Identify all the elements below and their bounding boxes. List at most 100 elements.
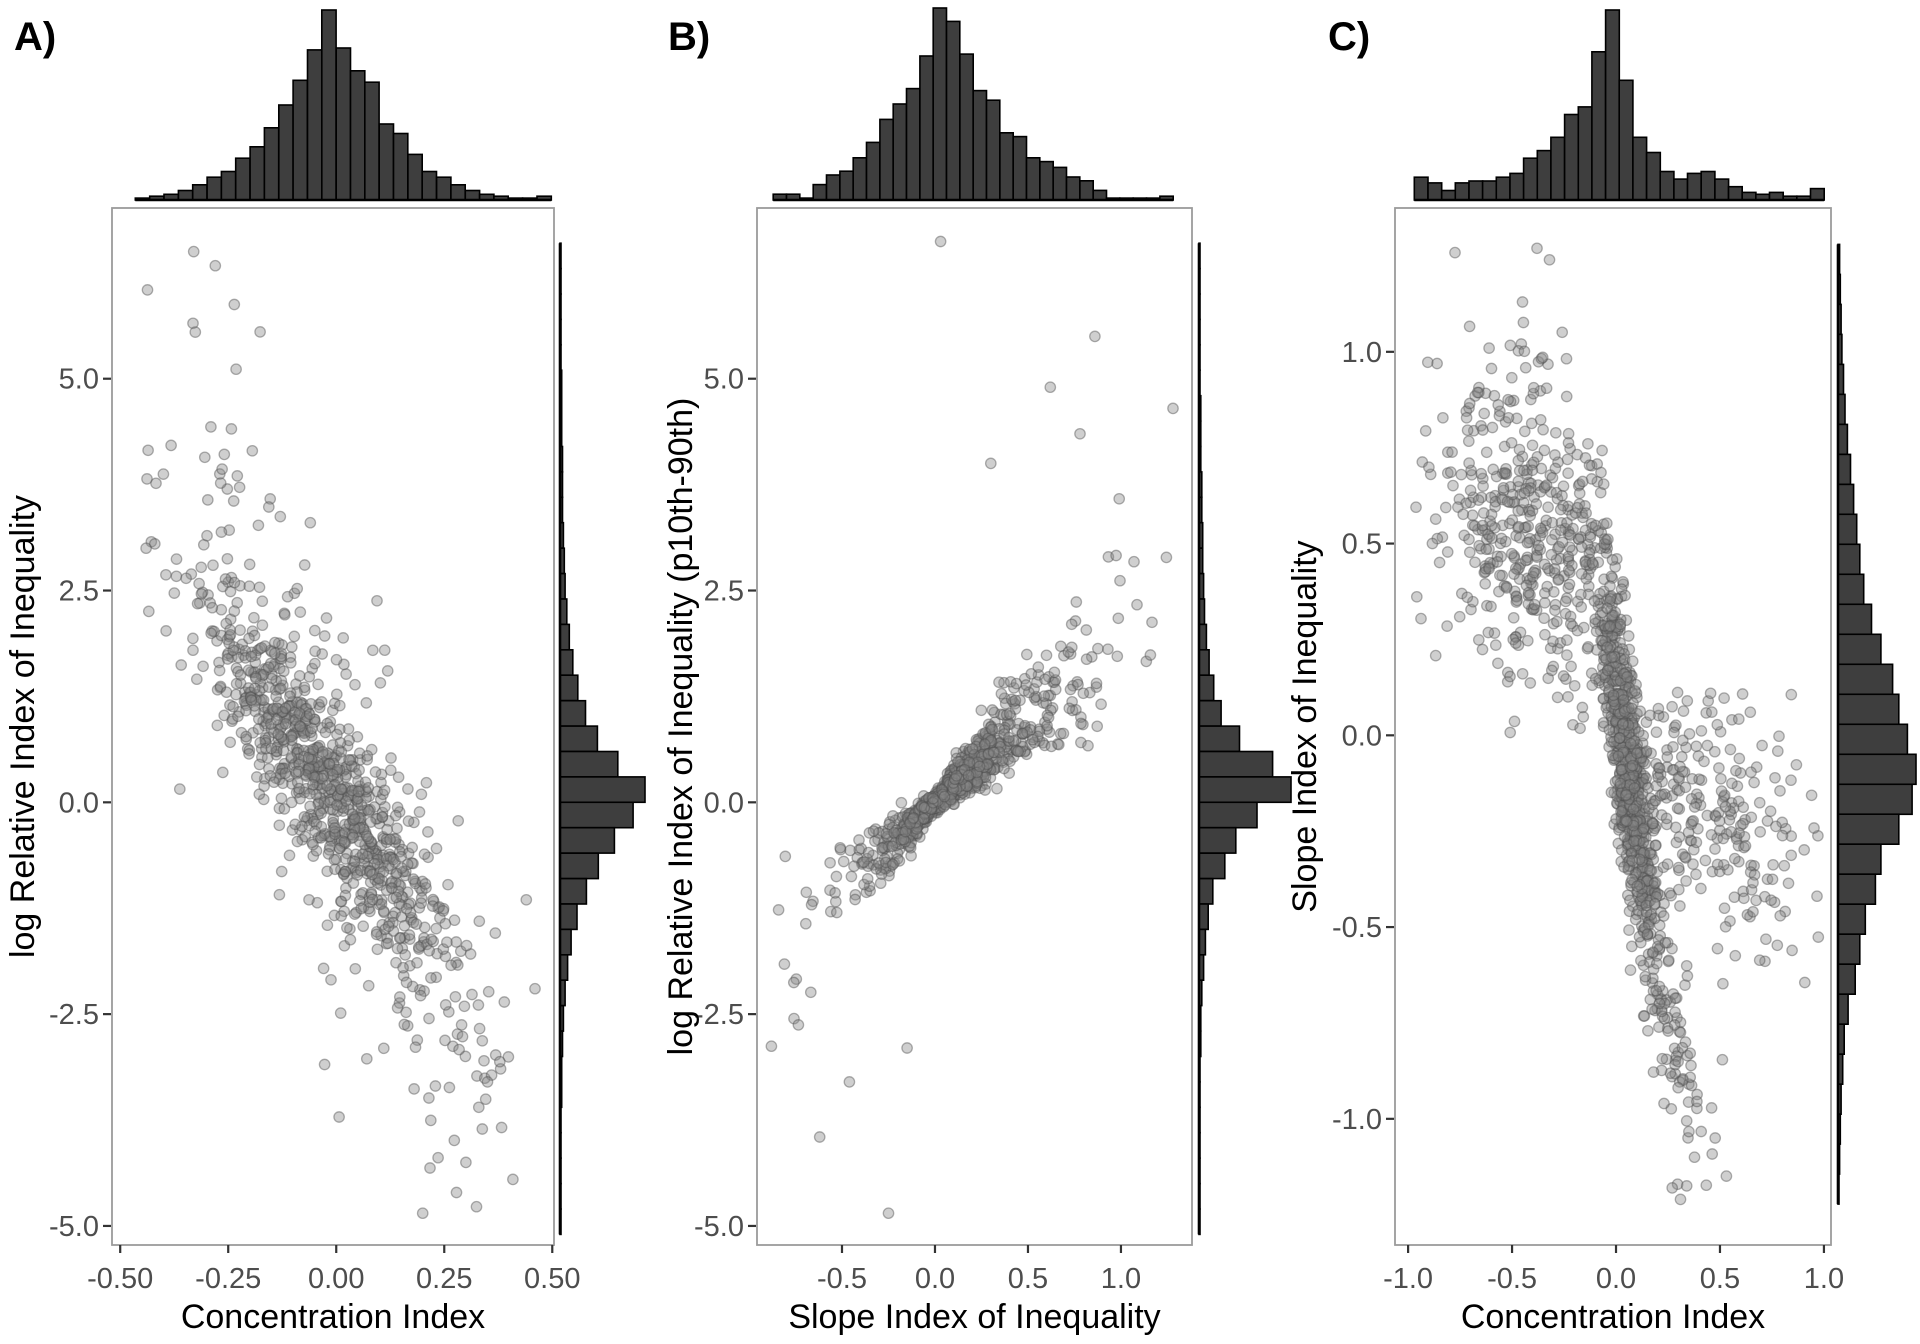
data-point: [1518, 487, 1531, 499]
data-point: [985, 750, 998, 762]
data-point: [1160, 551, 1173, 564]
data-point: [967, 762, 979, 775]
data-point: [312, 742, 324, 754]
data-point: [1575, 601, 1588, 613]
data-point: [970, 752, 983, 765]
data-point: [339, 763, 352, 775]
data-point: [1102, 643, 1114, 656]
data-point: [321, 717, 334, 730]
data-point: [361, 864, 374, 877]
data-point: [1617, 718, 1629, 730]
data-point: [1549, 604, 1561, 617]
data-point: [335, 745, 348, 758]
histogram-bar: [1837, 753, 1917, 786]
data-point: [918, 800, 931, 812]
data-point: [1043, 726, 1056, 738]
data-point: [268, 647, 281, 660]
data-point: [942, 781, 954, 794]
data-point: [292, 743, 305, 756]
data-point: [353, 747, 366, 760]
data-point: [252, 723, 265, 735]
data-point: [299, 723, 312, 736]
data-point: [353, 835, 366, 848]
data-point: [925, 799, 938, 812]
data-point: [306, 760, 318, 773]
data-point: [303, 753, 316, 765]
data-point: [1681, 695, 1694, 707]
data-point: [1650, 726, 1663, 739]
data-point: [317, 770, 330, 782]
data-point: [279, 702, 292, 715]
data-point: [365, 886, 378, 899]
data-point: [354, 864, 367, 877]
data-point: [951, 784, 964, 796]
data-point: [893, 855, 906, 867]
data-point: [1030, 694, 1042, 706]
data-point: [383, 916, 396, 929]
data-point: [918, 810, 930, 823]
data-point: [304, 748, 316, 760]
data-point: [301, 764, 314, 777]
histogram-bar: [1198, 674, 1215, 702]
data-point: [944, 786, 956, 798]
data-point: [911, 813, 924, 826]
data-point: [307, 783, 320, 796]
histogram-bar: [1198, 750, 1274, 778]
data-point: [1083, 686, 1096, 699]
data-point: [947, 764, 959, 777]
data-point: [298, 681, 311, 694]
data-point: [416, 885, 428, 897]
data-point: [396, 843, 409, 856]
data-point: [1528, 598, 1541, 611]
data-point: [249, 670, 262, 683]
data-point: [867, 849, 879, 862]
data-point: [284, 657, 297, 669]
data-point: [1695, 1125, 1708, 1138]
histogram-bar: [1427, 182, 1443, 201]
data-point: [888, 856, 901, 869]
data-point: [943, 782, 956, 795]
data-point: [937, 784, 950, 797]
data-point: [425, 933, 438, 946]
data-point: [302, 760, 315, 773]
data-point: [209, 259, 222, 272]
data-point: [916, 806, 929, 818]
data-point: [952, 770, 965, 783]
data-point: [193, 597, 206, 609]
data-point: [259, 737, 272, 749]
data-point: [296, 724, 309, 737]
panel-a-x-axis: -0.50 -0.25 0.00 0.25 0.50: [87, 1245, 580, 1295]
data-point: [960, 762, 972, 775]
data-point: [912, 797, 925, 810]
data-point: [363, 891, 376, 904]
data-point: [934, 792, 946, 805]
data-point: [355, 805, 368, 818]
data-point: [962, 746, 974, 759]
data-point: [953, 781, 966, 793]
data-point: [267, 705, 280, 718]
data-point: [351, 866, 363, 879]
data-point: [299, 703, 312, 715]
data-point: [1001, 747, 1014, 760]
data-point: [349, 826, 361, 839]
data-point: [1766, 873, 1779, 886]
data-point: [377, 866, 390, 878]
data-point: [1037, 696, 1049, 709]
data-point: [1674, 1193, 1687, 1206]
data-point: [1713, 762, 1725, 774]
data-point: [907, 830, 920, 842]
data-point: [264, 657, 277, 670]
data-point: [920, 803, 932, 816]
data-point: [901, 809, 914, 822]
data-point: [941, 792, 954, 804]
data-point: [309, 776, 322, 789]
data-point: [314, 770, 327, 783]
data-point: [340, 882, 352, 895]
data-point: [973, 742, 986, 755]
data-point: [963, 762, 975, 774]
data-point: [286, 740, 299, 753]
data-point: [245, 691, 257, 704]
data-point: [346, 829, 358, 841]
data-point: [918, 805, 931, 817]
data-point: [882, 1207, 895, 1220]
